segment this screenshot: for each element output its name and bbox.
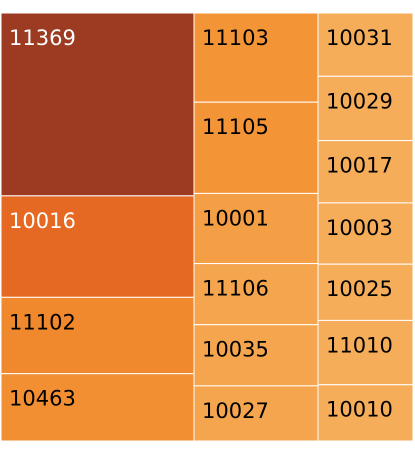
- treemap-tile: [317, 75, 414, 142]
- treemap-tile: [317, 12, 414, 77]
- treemap-tile-label: 10035: [202, 338, 269, 362]
- treemap-tile: [193, 12, 319, 103]
- treemap-tile: [193, 101, 319, 194]
- treemap-tile: [317, 263, 414, 321]
- treemap-tile-label: 10029: [326, 89, 393, 113]
- treemap-tile-label: 10027: [202, 399, 269, 423]
- treemap-tile-label: 10031: [326, 26, 393, 50]
- treemap-tile: [0, 373, 195, 442]
- treemap-tile-label: 11369: [9, 26, 76, 50]
- treemap-tile-label: 11106: [202, 277, 269, 301]
- treemap-tile-label: 11105: [202, 115, 269, 139]
- treemap-tile: [0, 195, 195, 298]
- treemap-tile-label: 11102: [9, 310, 76, 334]
- treemap-tile: [317, 384, 414, 442]
- treemap-tile-label: 10003: [326, 216, 393, 240]
- treemap-tile: [0, 296, 195, 375]
- treemap-tile-label: 10025: [326, 277, 393, 301]
- treemap-tile-label: 11010: [326, 333, 393, 357]
- treemap-tile: [317, 202, 414, 265]
- treemap-tile-label: 10463: [9, 387, 76, 411]
- treemap-tile: [193, 385, 319, 442]
- treemap-tile-label: 10016: [9, 209, 76, 233]
- treemap-tile: [193, 192, 319, 265]
- treemap-tile-label: 10010: [326, 398, 393, 422]
- treemap-tile: [0, 12, 195, 197]
- treemap-tile: [317, 140, 414, 204]
- treemap-tile: [193, 324, 319, 387]
- treemap-tile-label: 10017: [326, 154, 393, 178]
- treemap-tile-label: 10001: [202, 206, 269, 230]
- treemap-tile: [317, 319, 414, 386]
- treemap-tile-label: 11103: [202, 26, 269, 50]
